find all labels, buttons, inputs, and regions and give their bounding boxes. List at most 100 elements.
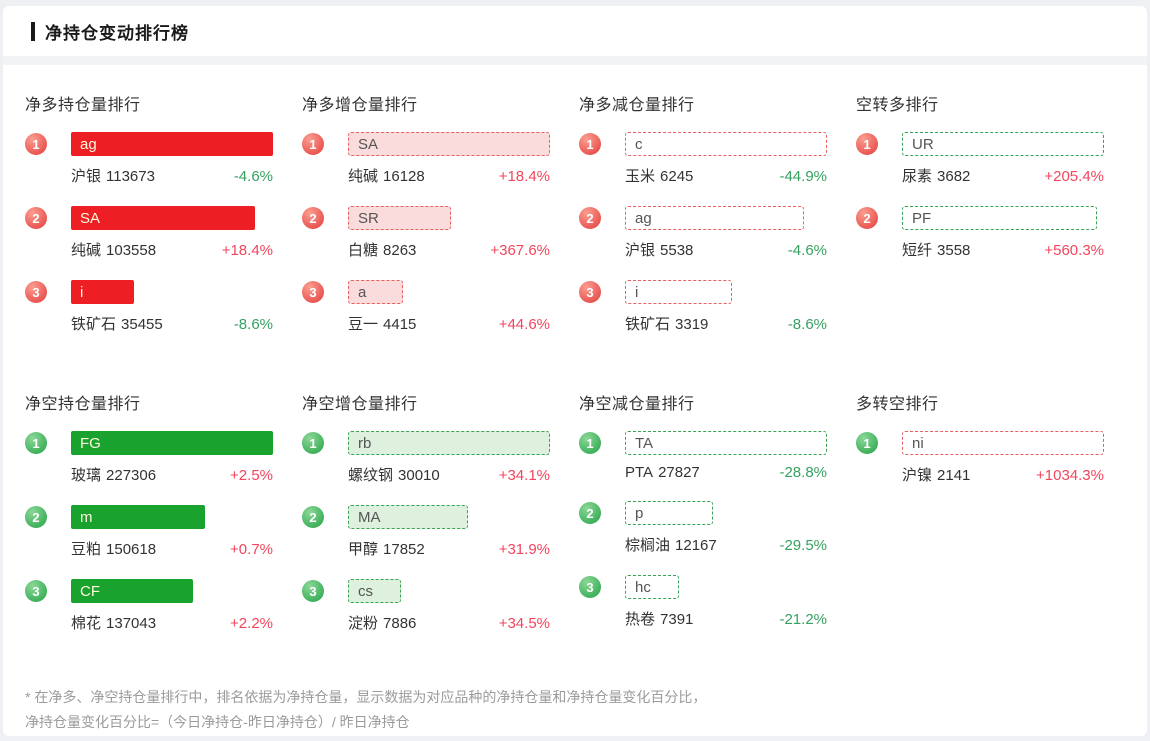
rank-badge: 2 [25,207,47,229]
instrument-name-value: 铁矿石 35455 [71,313,163,334]
symbol-bar[interactable]: UR [902,132,1104,156]
rank-item: 2 MA 甲醇 17852 +31.9% [302,505,571,559]
rank-item-meta: 棉花 137043 +2.2% [71,612,273,633]
rank-badge: 3 [302,580,324,602]
symbol-label: TA [635,434,654,452]
rank-item-meta: 沪银 5538 -4.6% [625,239,827,260]
rank-badge: 3 [25,580,47,602]
instrument-value: 35455 [121,316,163,333]
change-percent: +31.9% [498,541,550,558]
rank-badge: 3 [579,281,601,303]
symbol-bar[interactable]: a [348,280,404,304]
rank-item-body: ni 沪镍 2141 +1034.3% [902,431,1104,485]
instrument-value: 3558 [937,242,971,259]
rank-item: 3 cs 淀粉 7886 +34.5% [302,579,571,633]
rank-badge: 2 [579,207,601,229]
symbol-label: c [635,135,643,153]
symbol-bar[interactable]: ni [902,431,1104,455]
symbol-bar[interactable]: MA [348,505,469,529]
rank-item-body: c 玉米 6245 -44.9% [625,132,827,186]
rank-item-meta: 螺纹钢 30010 +34.1% [348,464,550,485]
rank-item-body: i 铁矿石 35455 -8.6% [71,280,273,334]
section-title: 净空持仓量排行 [25,396,141,413]
rank-item-meta: 豆粕 150618 +0.7% [71,538,273,559]
rank-item: 2 p 棕榈油 12167 -29.5% [579,501,848,555]
instrument-name: 淀粉 [348,615,379,632]
symbol-bar[interactable]: CF [71,579,193,603]
symbol-bar[interactable]: PF [902,206,1098,230]
symbol-bar[interactable]: cs [348,579,402,603]
instrument-value: 137043 [106,615,157,632]
rank-badge: 3 [25,281,47,303]
rank-item: 3 a 豆一 4415 +44.6% [302,280,571,334]
rank-item-meta: 铁矿石 35455 -8.6% [71,313,273,334]
rank-item-body: hc 热卷 7391 -21.2% [625,575,827,629]
rank-item-body: PF 短纤 3558 +560.3% [902,206,1104,260]
symbol-label: rb [358,434,372,452]
change-percent: -4.6% [787,242,827,259]
section-title: 净多增仓量排行 [302,97,418,114]
rank-item-body: SA 纯碱 103558 +18.4% [71,206,273,260]
rank-item: 1 FG 玻璃 227306 +2.5% [25,431,294,485]
rank-item: 1 ni 沪镍 2141 +1034.3% [856,431,1125,485]
instrument-name: 短纤 [902,242,933,259]
footnote-1-line-2: 净持仓量变化百分比=（今日净持仓-昨日净持仓）/ 昨日净持仓 [25,714,410,730]
title-accent-bar [31,22,35,41]
symbol-bar[interactable]: c [625,132,827,156]
change-percent: +34.1% [498,467,550,484]
instrument-name-value: 短纤 3558 [902,239,970,260]
rank-item-meta: 白糖 8263 +367.6% [348,239,550,260]
ranking-section: 净空持仓量排行 1 FG 玻璃 227306 +2.5% 2 m 豆粕 150618 +0.7% 3 C… [25,390,294,653]
symbol-bar[interactable]: SA [71,206,256,230]
instrument-name: 铁矿石 [625,316,671,333]
change-percent: -44.9% [779,168,827,185]
symbol-bar[interactable]: TA [625,431,827,455]
symbol-label: p [635,504,644,522]
instrument-value: 113673 [106,168,155,185]
symbol-bar[interactable]: FG [71,431,273,455]
symbol-bar[interactable]: SA [348,132,550,156]
symbol-label: SA [80,209,101,227]
instrument-name: 沪镍 [902,467,933,484]
instrument-value: 12167 [675,537,717,554]
rank-item: 1 c 玉米 6245 -44.9% [579,132,848,186]
instrument-name-value: PTA 27827 [625,464,700,481]
rank-item-body: ag 沪银 5538 -4.6% [625,206,827,260]
instrument-value: 6245 [660,168,694,185]
footnote-1: * 在净多、净空持仓量排行中，排名依据为净持仓量，显示数据为对应品种的净持仓量和… [25,685,1125,735]
symbol-bar[interactable]: i [625,280,733,304]
rank-item-meta: 沪银 113673 -4.6% [71,165,273,186]
rank-badge: 3 [302,281,324,303]
symbol-bar[interactable]: SR [348,206,452,230]
rank-badge: 1 [856,133,878,155]
rank-item-meta: 短纤 3558 +560.3% [902,239,1104,260]
rank-item: 1 rb 螺纹钢 30010 +34.1% [302,431,571,485]
instrument-name-value: 白糖 8263 [348,239,416,260]
ranking-section: 净多持仓量排行 1 ag 沪银 113673 -4.6% 2 SA 纯碱 103558 +18.4%… [25,91,294,354]
footnotes: * 在净多、净空持仓量排行中，排名依据为净持仓量，显示数据为对应品种的净持仓量和… [3,653,1147,736]
ranking-section: 多转空排行 1 ni 沪镍 2141 +1034.3% [856,390,1125,653]
symbol-bar[interactable]: hc [625,575,679,599]
instrument-name: 铁矿石 [71,316,117,333]
rank-item-meta: 热卷 7391 -21.2% [625,608,827,629]
instrument-value: 2141 [937,467,971,484]
rank-item-body: MA 甲醇 17852 +31.9% [348,505,550,559]
rank-badge: 2 [302,506,324,528]
symbol-bar[interactable]: ag [625,206,805,230]
symbol-bar[interactable]: p [625,501,714,525]
symbol-bar[interactable]: i [71,280,135,304]
instrument-name-value: 沪银 5538 [625,239,693,260]
symbol-bar[interactable]: rb [348,431,550,455]
symbol-bar[interactable]: m [71,505,205,529]
change-percent: -4.6% [233,168,273,185]
rank-item: 2 SA 纯碱 103558 +18.4% [25,206,294,260]
instrument-name-value: 热卷 7391 [625,608,693,629]
symbol-label: i [80,283,84,301]
rank-item-body: TA PTA 27827 -28.8% [625,431,827,481]
symbol-bar[interactable]: ag [71,132,273,156]
instrument-value: 16128 [383,168,425,185]
change-percent: -8.6% [233,316,273,333]
instrument-name: 螺纹钢 [348,467,394,484]
symbol-label: PF [912,209,932,227]
change-percent: -21.2% [779,611,827,628]
